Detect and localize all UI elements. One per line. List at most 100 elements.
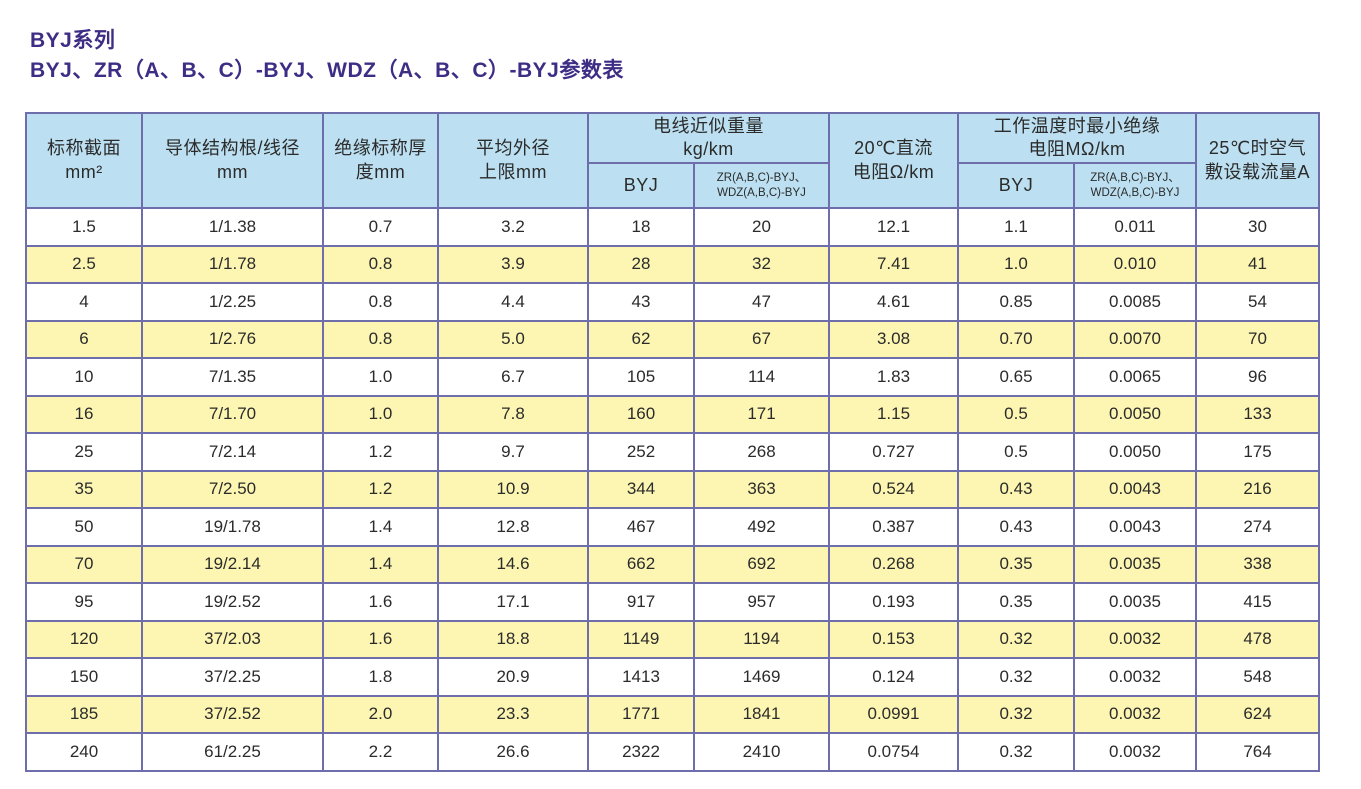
table-cell: 4.4 xyxy=(437,282,589,322)
table-cell: 0.387 xyxy=(828,507,959,547)
table-cell: 37/2.52 xyxy=(141,694,324,734)
table-cell: 37/2.03 xyxy=(141,619,324,659)
table-cell: 4.61 xyxy=(828,282,959,322)
table-cell: 5.0 xyxy=(437,319,589,359)
col-header-insulation-thickness: 绝缘标称厚 度mm xyxy=(322,112,439,209)
table-cell: 105 xyxy=(587,357,695,397)
page-title-series: BYJ系列 xyxy=(30,29,116,52)
table-cell: 917 xyxy=(587,582,695,622)
col-subheader-weight-byj: BYJ xyxy=(587,162,695,209)
table-cell: 6.7 xyxy=(437,357,589,397)
table-cell: 0.43 xyxy=(957,469,1075,509)
table-cell: 0.153 xyxy=(828,619,959,659)
table-cell: 2.5 xyxy=(25,244,143,284)
table-cell: 0.0085 xyxy=(1073,282,1197,322)
table-cell: 18.8 xyxy=(437,619,589,659)
table-cell: 16 xyxy=(25,394,143,434)
table-cell: 114 xyxy=(693,357,830,397)
table-cell: 1.15 xyxy=(828,394,959,434)
table-cell: 1/1.78 xyxy=(141,244,324,284)
table-cell: 1/1.38 xyxy=(141,207,324,247)
table-cell: 160 xyxy=(587,394,695,434)
table-cell: 4 xyxy=(25,282,143,322)
table-cell: 96 xyxy=(1195,357,1320,397)
table-cell: 67 xyxy=(693,319,830,359)
table-cell: 662 xyxy=(587,544,695,584)
table-cell: 0.35 xyxy=(957,544,1075,584)
table-cell: 1771 xyxy=(587,694,695,734)
table-cell: 1.0 xyxy=(322,394,439,434)
table-row: 70 19/2.14 1.4 14.6 662 692 0.268 0.35 0.0035 338 xyxy=(25,544,1320,584)
table-cell: 363 xyxy=(693,469,830,509)
table-cell: 0.0035 xyxy=(1073,582,1197,622)
table-row: 150 37/2.25 1.8 20.9 1413 1469 0.124 0.32 0.0032… xyxy=(25,657,1320,697)
header-row-groups: 标称截面 mm² 导体结构根/线径 mm 绝缘标称厚 度mm 平均外径 上限mm… xyxy=(25,112,1320,209)
table-cell: 1.4 xyxy=(322,544,439,584)
table-cell: 1.4 xyxy=(322,507,439,547)
table-cell: 0.85 xyxy=(957,282,1075,322)
col-subheader-ir-zr-wdz: ZR(A,B,C)-BYJ、 WDZ(A,B,C)-BYJ xyxy=(1073,162,1197,209)
table-body: 1.5 1/1.38 0.7 3.2 18 20 12.1 1.1 0.011 30 2.5 1/1.… xyxy=(25,207,1320,772)
table-cell: 95 xyxy=(25,582,143,622)
table-cell: 19/2.52 xyxy=(141,582,324,622)
table-cell: 2.0 xyxy=(322,694,439,734)
table-cell: 692 xyxy=(693,544,830,584)
table-cell: 2322 xyxy=(587,732,695,772)
table-cell: 150 xyxy=(25,657,143,697)
table-cell: 957 xyxy=(693,582,830,622)
table-cell: 14.6 xyxy=(437,544,589,584)
table-cell: 492 xyxy=(693,507,830,547)
table-cell: 62 xyxy=(587,319,695,359)
table-cell: 10.9 xyxy=(437,469,589,509)
table-cell: 7/2.50 xyxy=(141,469,324,509)
table-cell: 41 xyxy=(1195,244,1320,284)
table-cell: 10 xyxy=(25,357,143,397)
table-cell: 1.5 xyxy=(25,207,143,247)
table-row: 95 19/2.52 1.6 17.1 917 957 0.193 0.35 0.0035 415 xyxy=(25,582,1320,622)
table-cell: 1.8 xyxy=(322,657,439,697)
table-cell: 70 xyxy=(25,544,143,584)
table-cell: 20.9 xyxy=(437,657,589,697)
table-cell: 3.9 xyxy=(437,244,589,284)
table-cell: 19/2.14 xyxy=(141,544,324,584)
table-cell: 415 xyxy=(1195,582,1320,622)
table-cell: 0.35 xyxy=(957,582,1075,622)
table-cell: 1.6 xyxy=(322,582,439,622)
table-header: 标称截面 mm² 导体结构根/线径 mm 绝缘标称厚 度mm 平均外径 上限mm… xyxy=(25,112,1320,209)
table-cell: 171 xyxy=(693,394,830,434)
table-cell: 0.0050 xyxy=(1073,432,1197,472)
table-cell: 2.2 xyxy=(322,732,439,772)
table-cell: 0.0035 xyxy=(1073,544,1197,584)
table-cell: 338 xyxy=(1195,544,1320,584)
table-cell: 0.0070 xyxy=(1073,319,1197,359)
table-cell: 3.08 xyxy=(828,319,959,359)
table-cell: 2410 xyxy=(693,732,830,772)
col-header-nominal-section: 标称截面 mm² xyxy=(25,112,143,209)
table-cell: 1.0 xyxy=(957,244,1075,284)
table-cell: 7/2.14 xyxy=(141,432,324,472)
col-header-mean-od-upper: 平均外径 上限mm xyxy=(437,112,589,209)
table-row: 25 7/2.14 1.2 9.7 252 268 0.727 0.5 0.0050 175 xyxy=(25,432,1320,472)
table-cell: 6 xyxy=(25,319,143,359)
table-cell: 12.8 xyxy=(437,507,589,547)
table-cell: 0.32 xyxy=(957,694,1075,734)
table-cell: 17.1 xyxy=(437,582,589,622)
table-cell: 0.0032 xyxy=(1073,619,1197,659)
table-cell: 0.7 xyxy=(322,207,439,247)
table-cell: 252 xyxy=(587,432,695,472)
table-cell: 1.2 xyxy=(322,432,439,472)
table-cell: 7/1.35 xyxy=(141,357,324,397)
table-cell: 0.0032 xyxy=(1073,657,1197,697)
table-cell: 764 xyxy=(1195,732,1320,772)
table-cell: 0.43 xyxy=(957,507,1075,547)
table-cell: 0.0043 xyxy=(1073,469,1197,509)
table-row: 1.5 1/1.38 0.7 3.2 18 20 12.1 1.1 0.011 30 xyxy=(25,207,1320,247)
spec-table: 标称截面 mm² 导体结构根/线径 mm 绝缘标称厚 度mm 平均外径 上限mm… xyxy=(25,112,1320,772)
table-cell: 32 xyxy=(693,244,830,284)
table-cell: 37/2.25 xyxy=(141,657,324,697)
table-cell: 7/1.70 xyxy=(141,394,324,434)
table-cell: 1413 xyxy=(587,657,695,697)
table-row: 10 7/1.35 1.0 6.7 105 114 1.83 0.65 0.0065 96 xyxy=(25,357,1320,397)
table-cell: 0.0032 xyxy=(1073,732,1197,772)
